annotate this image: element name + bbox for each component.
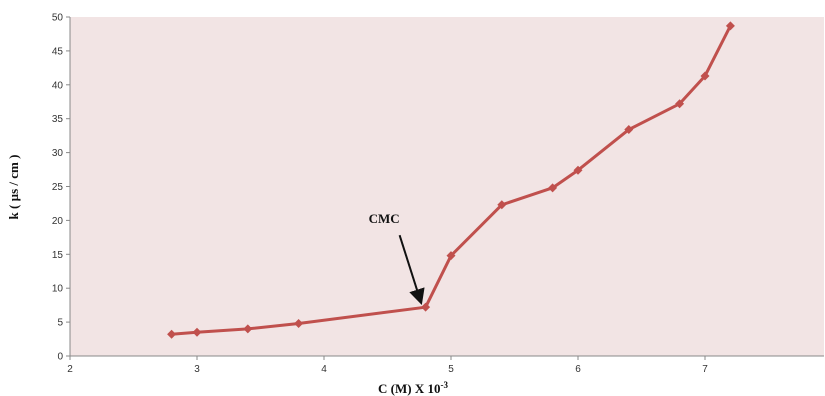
- data-point: [725, 21, 735, 31]
- y-tick-label: 10: [52, 284, 64, 295]
- plot-area: [70, 17, 824, 356]
- data-point: [243, 324, 253, 334]
- y-tick-label: 25: [52, 182, 64, 193]
- x-axis-title-exponent: -3: [440, 380, 448, 390]
- cmc-annotation-label: CMC: [369, 211, 400, 226]
- y-tick-label: 5: [57, 318, 63, 329]
- data-point: [497, 200, 507, 210]
- cmc-arrow: [398, 234, 425, 305]
- y-tick-label: 20: [52, 216, 64, 227]
- y-tick-label: 30: [52, 148, 64, 159]
- data-point: [446, 251, 456, 261]
- data-point: [192, 327, 202, 337]
- y-tick-label: 0: [57, 352, 63, 363]
- x-tick-label: 5: [448, 364, 454, 375]
- data-point: [548, 183, 558, 193]
- data-point: [624, 125, 634, 135]
- data-point: [167, 329, 177, 339]
- y-axis-title: k ( µs / cm ): [6, 155, 21, 220]
- x-axis-title: C (M) X 10-3: [378, 380, 448, 396]
- y-tick-label: 45: [52, 46, 64, 57]
- x-axis-title-main: C (M) X 10: [378, 381, 440, 396]
- x-tick-label: 2: [67, 364, 73, 375]
- x-tick-label: 3: [194, 364, 200, 375]
- y-tick-label: 35: [52, 114, 64, 125]
- y-tick-label: 50: [52, 13, 64, 24]
- y-tick-label: 40: [52, 80, 64, 91]
- x-tick-label: 7: [702, 364, 708, 375]
- data-point: [294, 318, 304, 328]
- x-tick-label: 4: [321, 364, 327, 375]
- data-point: [573, 165, 583, 175]
- x-tick-label: 6: [575, 364, 581, 375]
- data-point: [700, 71, 710, 81]
- data-point: [675, 99, 685, 109]
- y-tick-label: 15: [52, 250, 64, 261]
